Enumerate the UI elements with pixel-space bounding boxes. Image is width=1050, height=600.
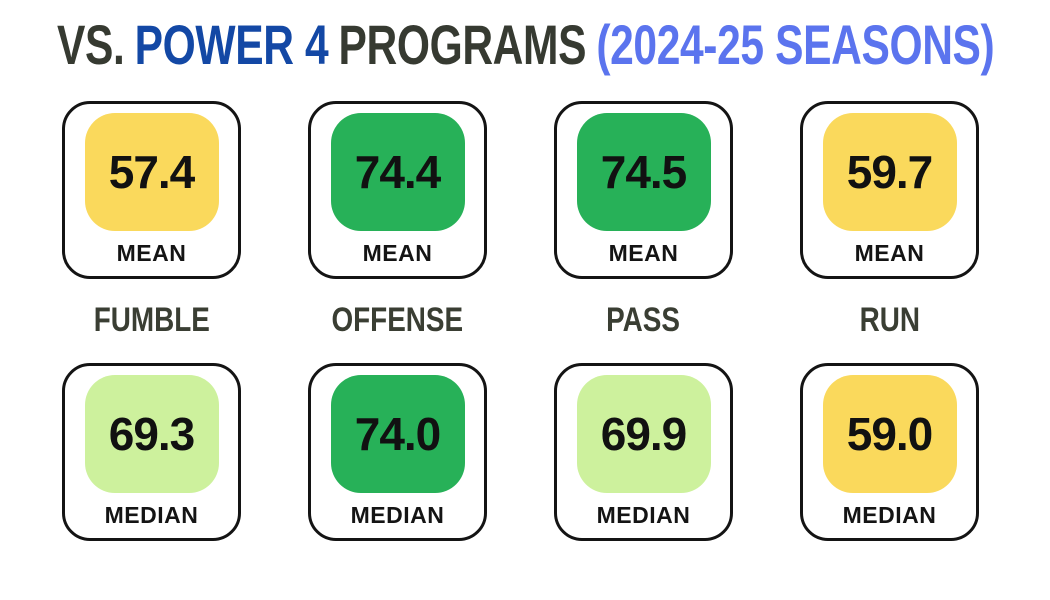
page-title: VS. POWER 4 PROGRAMS (2024-25 SEASONS)	[57, 13, 995, 76]
mean-value-box: 74.4	[330, 112, 465, 231]
mean-value-box: 59.7	[822, 112, 957, 231]
median-value-box: 69.3	[84, 374, 219, 493]
mean-value: 59.7	[846, 145, 934, 198]
mean-value: 57.4	[108, 145, 196, 198]
title-vs: VS.	[57, 13, 125, 76]
stats-grid: 57.4 MEAN FUMBLE 69.3 MEDIAN 74.4 MEAN O…	[0, 100, 1050, 541]
median-value-box: 69.9	[576, 374, 711, 493]
title-seasons: (2024-25 SEASONS)	[596, 13, 995, 76]
median-value: 59.0	[846, 407, 934, 460]
mean-card: 74.4 MEAN	[308, 100, 487, 279]
category-label: FUMBLE	[93, 300, 210, 339]
mean-value: 74.4	[354, 145, 442, 198]
mean-label: MEAN	[362, 239, 433, 266]
median-label: MEDIAN	[350, 501, 445, 528]
category-label: PASS	[606, 300, 681, 339]
median-label: MEDIAN	[842, 501, 937, 528]
mean-card: 59.7 MEAN	[800, 100, 979, 279]
median-value: 69.3	[108, 407, 196, 460]
median-card: 69.9 MEDIAN	[554, 362, 733, 541]
title-programs: PROGRAMS	[338, 13, 587, 76]
median-value-box: 59.0	[822, 374, 957, 493]
stat-column-fumble: 57.4 MEAN FUMBLE 69.3 MEDIAN	[62, 100, 241, 541]
stat-column-pass: 74.5 MEAN PASS 69.9 MEDIAN	[554, 100, 733, 541]
mean-label: MEAN	[608, 239, 679, 266]
mean-value: 74.5	[600, 145, 688, 198]
mean-value-box: 57.4	[84, 112, 219, 231]
category-label: RUN	[859, 300, 920, 339]
category-label: OFFENSE	[331, 300, 464, 339]
mean-card: 57.4 MEAN	[62, 100, 241, 279]
mean-label: MEAN	[854, 239, 925, 266]
median-card: 59.0 MEDIAN	[800, 362, 979, 541]
median-card: 74.0 MEDIAN	[308, 362, 487, 541]
stat-column-run: 59.7 MEAN RUN 59.0 MEDIAN	[800, 100, 979, 541]
median-label: MEDIAN	[596, 501, 691, 528]
mean-label: MEAN	[116, 239, 187, 266]
title-power4: POWER 4	[134, 13, 329, 76]
stat-column-offense: 74.4 MEAN OFFENSE 74.0 MEDIAN	[308, 100, 487, 541]
median-value-box: 74.0	[330, 374, 465, 493]
median-label: MEDIAN	[104, 501, 199, 528]
median-value: 74.0	[354, 407, 442, 460]
median-value: 69.9	[600, 407, 688, 460]
mean-value-box: 74.5	[576, 112, 711, 231]
mean-card: 74.5 MEAN	[554, 100, 733, 279]
median-card: 69.3 MEDIAN	[62, 362, 241, 541]
